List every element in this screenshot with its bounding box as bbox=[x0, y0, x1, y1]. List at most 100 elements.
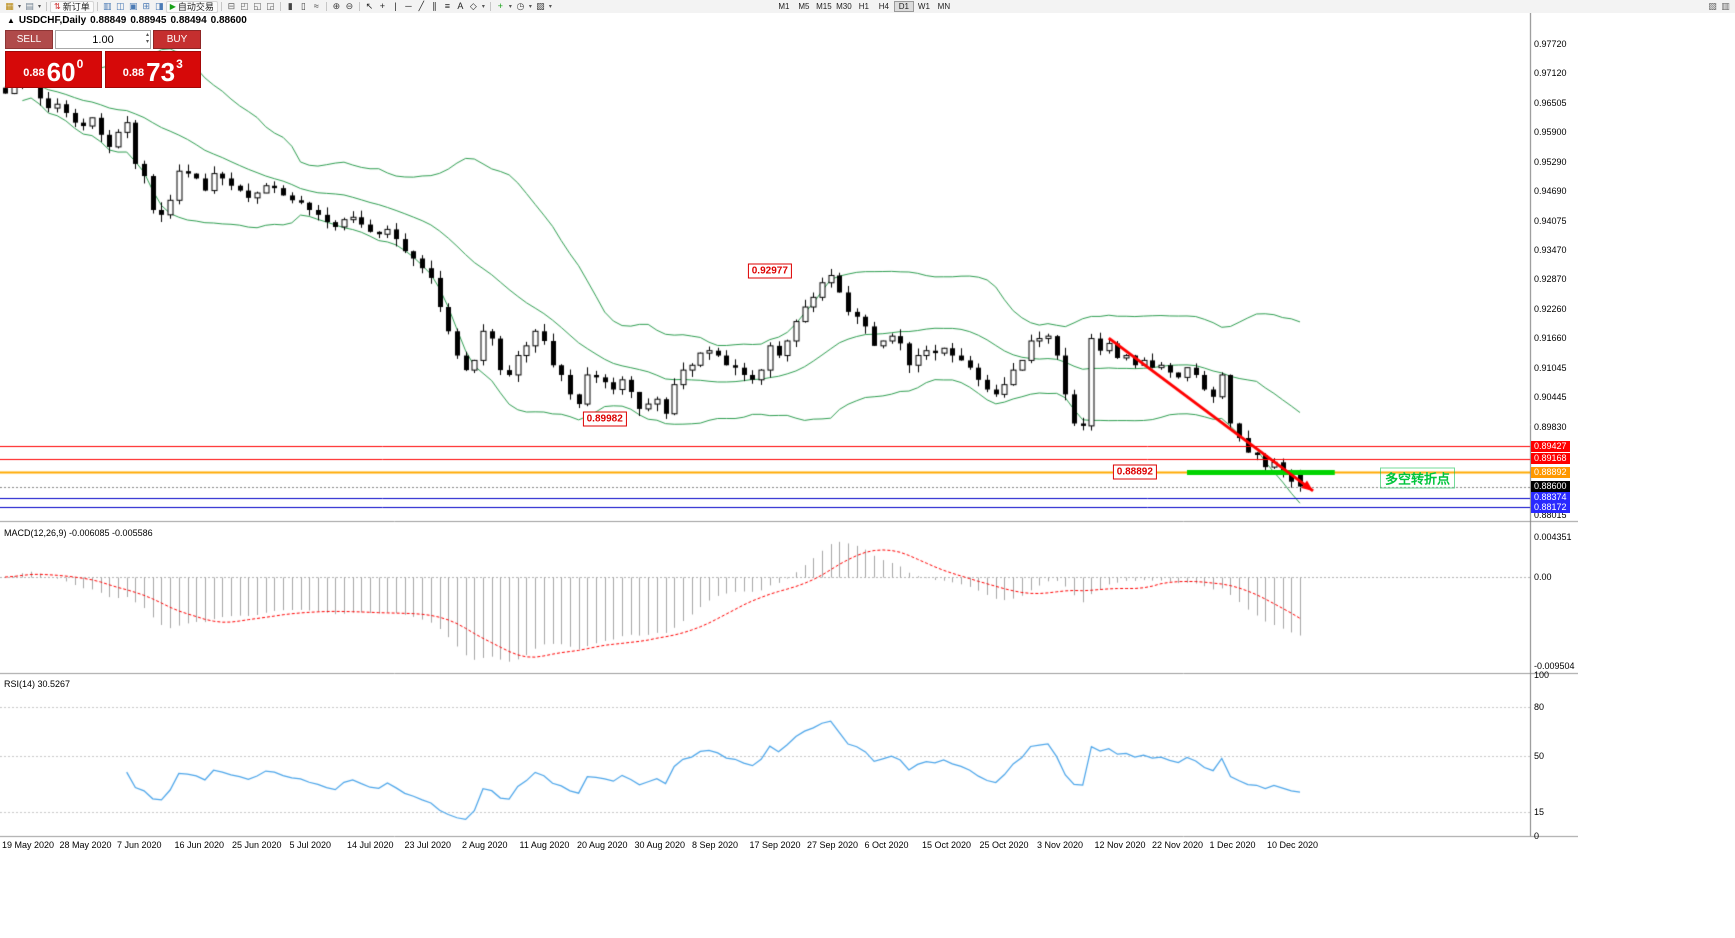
market-watch-icon[interactable]: ▥ bbox=[102, 1, 112, 11]
time-axis-label: 11 Aug 2020 bbox=[519, 840, 570, 850]
sell-price-pipette: 0 bbox=[76, 57, 84, 71]
bar-chart-icon[interactable]: ▮ bbox=[287, 1, 293, 11]
time-axis-label: 1 Dec 2020 bbox=[1209, 840, 1256, 850]
toolbar-separator bbox=[325, 2, 327, 11]
sell-price-button[interactable]: 0.88 60 0 bbox=[5, 51, 102, 88]
navigator-icon[interactable]: ▣ bbox=[128, 1, 138, 11]
cascade-windows-icon[interactable]: ◰ bbox=[240, 1, 249, 11]
price-level-tag: 0.89427 bbox=[1531, 440, 1570, 452]
lot-spinner[interactable]: ▴ ▾ bbox=[146, 32, 149, 46]
periods-icon[interactable]: ◷ bbox=[516, 1, 525, 11]
profiles-caret[interactable]: ▾ bbox=[37, 4, 41, 10]
terminal-icon[interactable]: ⊞ bbox=[142, 1, 150, 11]
buy-price-big: 73 bbox=[146, 57, 176, 87]
new-order-button[interactable]: ⇅ 新订单 bbox=[50, 0, 94, 13]
time-axis-label: 19 May 2020 bbox=[2, 840, 55, 850]
time-axis-label: 22 Nov 2020 bbox=[1152, 840, 1204, 850]
fibonacci-icon[interactable]: ≡ bbox=[444, 1, 451, 11]
ohlc-high: 0.88945 bbox=[130, 15, 167, 26]
collapse-one-click-icon[interactable]: ▲ bbox=[7, 16, 15, 25]
sell-button[interactable]: SELL bbox=[5, 30, 53, 49]
crosshair-icon[interactable]: + bbox=[379, 1, 386, 11]
tile-vertical-icon[interactable]: ◲ bbox=[266, 1, 275, 11]
price-axis-label: 0.91045 bbox=[1534, 362, 1567, 373]
rsi-axis-label: 50 bbox=[1534, 750, 1545, 761]
new-order-button-icon: ⇅ bbox=[54, 2, 61, 11]
cursor-icon[interactable]: ↖ bbox=[365, 1, 374, 11]
templates-caret[interactable]: ▾ bbox=[548, 4, 552, 10]
autotrading-button-label: 自动交易 bbox=[177, 2, 214, 12]
lot-up-icon[interactable]: ▴ bbox=[145, 32, 149, 38]
price-axis-label: 0.91660 bbox=[1534, 333, 1567, 344]
timeframe-h1-button[interactable]: H1 bbox=[854, 1, 874, 12]
price-axis-label: 0.92870 bbox=[1534, 274, 1567, 285]
time-axis-label: 16 Jun 2020 bbox=[174, 840, 225, 850]
time-axis-label: 17 Sep 2020 bbox=[749, 840, 801, 850]
rsi-axis-label: 0 bbox=[1534, 831, 1540, 841]
rsi-axis-label: 100 bbox=[1534, 670, 1550, 680]
time-axis-label: 23 Jul 2020 bbox=[404, 840, 452, 850]
buy-button[interactable]: BUY bbox=[153, 30, 201, 49]
buy-price-button[interactable]: 0.88 73 3 bbox=[104, 51, 201, 88]
indicators-caret[interactable]: ▾ bbox=[508, 4, 512, 10]
price-axis-label: 0.95900 bbox=[1534, 127, 1567, 138]
timeframe-m30-button[interactable]: M30 bbox=[834, 1, 854, 12]
price-axis-label: 0.96505 bbox=[1534, 98, 1567, 108]
objects-caret[interactable]: ▾ bbox=[481, 4, 485, 10]
autotrading-button[interactable]: ▶ 自动交易 bbox=[165, 0, 218, 13]
vertical-line-icon[interactable]: | bbox=[394, 1, 397, 11]
price-callout: 0.92977 bbox=[747, 263, 792, 279]
arrows-tool-icon[interactable]: ◇ bbox=[469, 1, 477, 11]
time-axis-label: 30 Aug 2020 bbox=[634, 840, 686, 850]
sell-price-big: 60 bbox=[46, 57, 76, 87]
ohlc-close: 0.88600 bbox=[210, 15, 247, 26]
chart-ohlc-header: ▲ USDCHF,Daily 0.88849 0.88945 0.88494 0.8860… bbox=[7, 15, 251, 26]
lot-size-value: 1.00 bbox=[92, 33, 114, 46]
timeframe-mn-button[interactable]: MN bbox=[934, 1, 954, 12]
tile-horizontal-icon[interactable]: ◱ bbox=[253, 1, 262, 11]
channel-icon[interactable]: ∥ bbox=[432, 1, 437, 11]
chart-symbol-period: USDCHF,Daily bbox=[18, 15, 87, 26]
ohlc-low: 0.88494 bbox=[170, 15, 207, 26]
new-chart-icon[interactable]: ▦ bbox=[5, 1, 14, 11]
timeframe-d1-button[interactable]: D1 bbox=[893, 1, 914, 12]
rsi-indicator-label: RSI(14) 30.5267 bbox=[4, 679, 71, 689]
price-callout: 0.89982 bbox=[582, 411, 627, 427]
new-chart-caret[interactable]: ▾ bbox=[17, 4, 21, 10]
price-level-tag: 0.88892 bbox=[1531, 466, 1570, 478]
data-window-icon[interactable]: ◫ bbox=[115, 1, 125, 11]
zoom-in-icon[interactable]: ⊕ bbox=[332, 1, 341, 11]
line-chart-icon[interactable]: ≈ bbox=[313, 1, 319, 11]
strategy-tester-icon[interactable]: ◨ bbox=[154, 1, 164, 11]
price-axis-label: 0.93470 bbox=[1534, 245, 1567, 256]
price-chart-canvas[interactable] bbox=[0, 13, 1578, 853]
zoom-out-icon[interactable]: ⊖ bbox=[345, 1, 354, 11]
templates-icon[interactable]: ▨ bbox=[536, 1, 545, 11]
new-window-icon[interactable]: ⊟ bbox=[227, 1, 236, 11]
timeframe-m1-button[interactable]: M1 bbox=[774, 1, 794, 12]
toolbar-left-group: ▦ ▾ ▤ ▾ ⇅ 新订单 ▥ ◫ ▣ ⊞ ◨ ▶ 自动交易 ⊟ ◰ ◱ ◲ ▮ ▯ ≈ ⊕ ⊖ ↖ + | ─ ╱ ∥ ≡ A ◇ ▾ + ▾ ◷… bbox=[3, 0, 554, 13]
fullscreen-icon[interactable]: ▥ bbox=[1721, 1, 1730, 11]
time-axis-label: 10 Dec 2020 bbox=[1267, 840, 1319, 850]
trendline-icon[interactable]: ╱ bbox=[418, 1, 425, 11]
profiles-icon[interactable]: ▤ bbox=[25, 1, 34, 11]
candlestick-chart-icon[interactable]: ▯ bbox=[300, 1, 306, 11]
price-level-tag: 0.88172 bbox=[1531, 501, 1570, 513]
timeframe-m15-button[interactable]: M15 bbox=[814, 1, 834, 12]
time-axis-label: 3 Nov 2020 bbox=[1037, 840, 1084, 850]
price-axis-label: 0.89830 bbox=[1534, 421, 1567, 432]
timeframe-w1-button[interactable]: W1 bbox=[914, 1, 934, 12]
indicators-icon[interactable]: + bbox=[497, 1, 504, 11]
price-axis-label: 0.92260 bbox=[1534, 303, 1567, 314]
timeframe-m5-button[interactable]: M5 bbox=[794, 1, 814, 12]
macd-indicator-label: MACD(12,26,9) -0.006085 -0.005586 bbox=[4, 528, 153, 538]
buy-price-prefix: 0.88 bbox=[122, 67, 145, 79]
text-tool-icon[interactable]: A bbox=[457, 1, 464, 11]
horizontal-line-icon[interactable]: ─ bbox=[405, 1, 412, 11]
autotrading-button-icon: ▶ bbox=[169, 2, 176, 11]
docking-icon[interactable]: ▧ bbox=[1708, 1, 1717, 11]
periods-caret[interactable]: ▾ bbox=[528, 4, 532, 10]
timeframe-h4-button[interactable]: H4 bbox=[874, 1, 894, 12]
lot-down-icon[interactable]: ▾ bbox=[145, 39, 149, 45]
lot-size-field[interactable]: 1.00 ▴ ▾ bbox=[55, 30, 151, 49]
